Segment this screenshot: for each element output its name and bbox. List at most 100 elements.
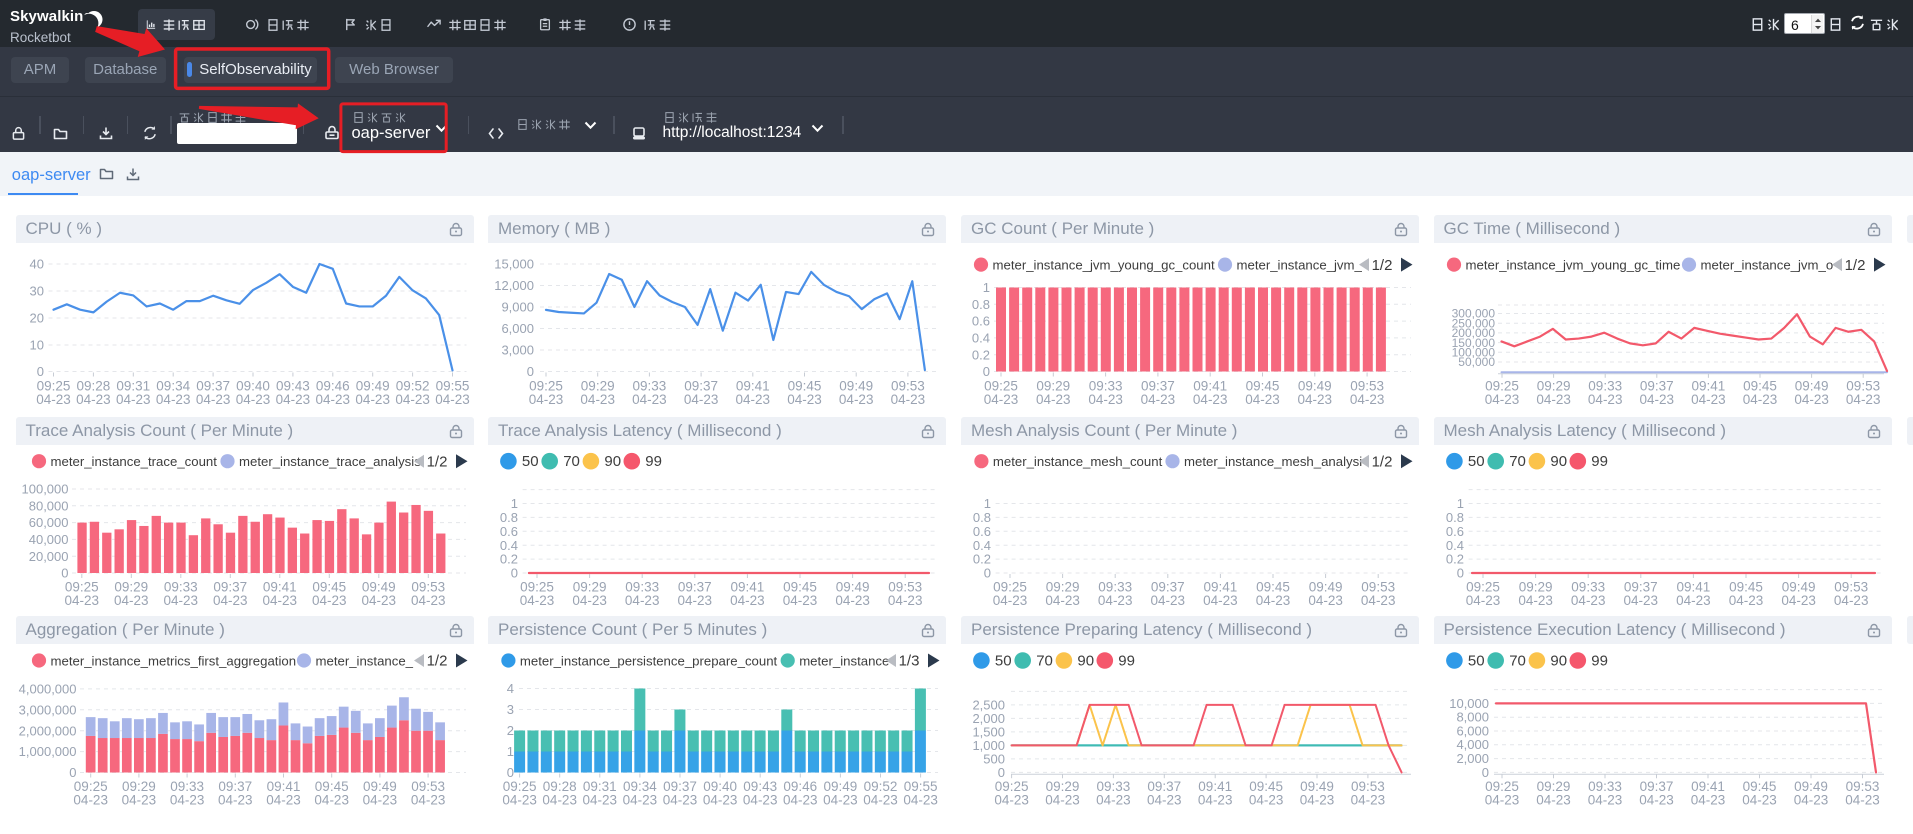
svg-text:09:49: 09:49	[1309, 579, 1343, 594]
svg-text:04-23: 04-23	[411, 592, 446, 607]
svg-text:1/2: 1/2	[426, 653, 447, 670]
svg-text:04-23: 04-23	[73, 792, 108, 807]
svg-text:09:41: 09:41	[1204, 579, 1238, 594]
svg-text:09:34: 09:34	[156, 379, 190, 394]
svg-text:04-23: 04-23	[1256, 592, 1291, 607]
svg-text:09:28: 09:28	[76, 379, 110, 394]
svg-text:0: 0	[36, 364, 43, 379]
svg-text:09:33: 09:33	[170, 779, 204, 794]
svg-text:3,000,000: 3,000,000	[18, 702, 76, 717]
svg-text:09:29: 09:29	[1046, 579, 1080, 594]
svg-text:09:31: 09:31	[583, 779, 617, 794]
svg-text:04-23: 04-23	[783, 592, 818, 607]
svg-text:04-23: 04-23	[410, 792, 445, 807]
svg-text:04-23: 04-23	[213, 592, 248, 607]
svg-text:09:25: 09:25	[36, 379, 70, 394]
svg-text:04-23: 04-23	[235, 392, 270, 407]
svg-text:09:34: 09:34	[623, 779, 657, 794]
svg-text:09:33: 09:33	[1571, 579, 1605, 594]
svg-text:04-23: 04-23	[1300, 792, 1335, 807]
svg-text:09:25: 09:25	[73, 779, 107, 794]
svg-text:04-23: 04-23	[1518, 592, 1553, 607]
svg-text:04-23: 04-23	[839, 392, 874, 407]
svg-text:1/2: 1/2	[426, 453, 447, 470]
svg-text:04-23: 04-23	[1351, 792, 1386, 807]
svg-text:10,000: 10,000	[1449, 696, 1489, 711]
svg-text:09:49: 09:49	[1298, 379, 1332, 394]
svg-text:meter_instance_jvm_young_gc_ti: meter_instance_jvm_young_gc_time	[1465, 257, 1680, 272]
svg-text:0.6: 0.6	[1445, 523, 1463, 538]
svg-text:04-23: 04-23	[1151, 592, 1186, 607]
svg-text:0.4: 0.4	[973, 537, 991, 552]
svg-text:meter_instance_jvm_: meter_instance_jvm_	[1237, 257, 1363, 272]
svg-text:09:41: 09:41	[1691, 779, 1725, 794]
svg-text:meter_instance_persistence_pre: meter_instance_persistence_prepare_count	[520, 653, 778, 668]
svg-text:09:41: 09:41	[736, 379, 770, 394]
svg-text:50: 50	[1467, 453, 1484, 470]
svg-text:0: 0	[527, 364, 534, 379]
svg-text:09:25: 09:25	[1466, 579, 1500, 594]
svg-text:09:37: 09:37	[684, 379, 718, 394]
svg-text:09:53: 09:53	[1351, 779, 1385, 794]
svg-text:90: 90	[1550, 453, 1567, 470]
svg-text:60,000: 60,000	[28, 515, 68, 530]
svg-text:04-23: 04-23	[994, 792, 1029, 807]
svg-text:09:25: 09:25	[529, 379, 563, 394]
svg-text:04-23: 04-23	[1361, 592, 1396, 607]
svg-text:40: 40	[29, 257, 43, 272]
svg-text:09:49: 09:49	[363, 779, 397, 794]
svg-text:09:41: 09:41	[266, 779, 300, 794]
svg-text:04-23: 04-23	[863, 792, 898, 807]
svg-text:0: 0	[1456, 565, 1463, 580]
svg-text:09:41: 09:41	[1676, 579, 1710, 594]
svg-text:09:45: 09:45	[1743, 379, 1777, 394]
svg-text:09:40: 09:40	[236, 379, 270, 394]
svg-text:09:46: 09:46	[783, 779, 817, 794]
svg-text:09:49: 09:49	[355, 379, 389, 394]
svg-text:09:25: 09:25	[64, 579, 98, 594]
svg-text:04-23: 04-23	[623, 792, 658, 807]
svg-text:04-23: 04-23	[1098, 592, 1133, 607]
svg-text:meter_instance_trace_analysis: meter_instance_trace_analysis	[239, 454, 421, 469]
svg-text:0: 0	[511, 565, 518, 580]
svg-text:04-23: 04-23	[1245, 392, 1280, 407]
svg-text:0: 0	[1481, 765, 1488, 780]
svg-text:0: 0	[69, 765, 76, 780]
svg-text:09:33: 09:33	[1097, 779, 1131, 794]
svg-text:100,000: 100,000	[21, 481, 68, 496]
svg-text:09:37: 09:37	[196, 379, 230, 394]
svg-text:0: 0	[983, 364, 990, 379]
svg-text:04-23: 04-23	[891, 392, 926, 407]
svg-text:40,000: 40,000	[28, 532, 68, 547]
svg-text:04-23: 04-23	[1833, 592, 1868, 607]
svg-text:0.8: 0.8	[1445, 510, 1463, 525]
svg-text:09:29: 09:29	[1046, 779, 1080, 794]
svg-text:04-23: 04-23	[395, 392, 430, 407]
svg-text:meter_instance_jvm_young_gc_co: meter_instance_jvm_young_gc_count	[993, 257, 1215, 272]
svg-text:09:53: 09:53	[411, 779, 445, 794]
svg-text:09:52: 09:52	[395, 379, 429, 394]
svg-text:09:29: 09:29	[1518, 579, 1552, 594]
svg-text:04-23: 04-23	[312, 592, 347, 607]
svg-text:04-23: 04-23	[835, 592, 870, 607]
svg-text:09:29: 09:29	[573, 579, 607, 594]
svg-text:04-23: 04-23	[787, 392, 822, 407]
svg-text:09:37: 09:37	[1151, 579, 1185, 594]
svg-text:09:45: 09:45	[1256, 579, 1290, 594]
svg-text:04-23: 04-23	[266, 792, 301, 807]
svg-text:09:25: 09:25	[995, 779, 1029, 794]
svg-text:09:53: 09:53	[1834, 579, 1868, 594]
svg-text:09:45: 09:45	[312, 579, 346, 594]
svg-text:09:33: 09:33	[1588, 379, 1622, 394]
svg-text:0.2: 0.2	[972, 347, 990, 362]
svg-text:09:45: 09:45	[1742, 779, 1776, 794]
svg-text:04-23: 04-23	[993, 592, 1028, 607]
svg-text:0.6: 0.6	[972, 314, 990, 329]
svg-text:09:49: 09:49	[361, 579, 395, 594]
svg-text:04-23: 04-23	[1536, 392, 1571, 407]
svg-text:50,000: 50,000	[1458, 355, 1495, 369]
svg-text:0: 0	[998, 765, 1005, 780]
svg-text:04-23: 04-23	[1623, 592, 1658, 607]
svg-text:15,000: 15,000	[494, 257, 534, 272]
svg-text:09:43: 09:43	[276, 379, 310, 394]
